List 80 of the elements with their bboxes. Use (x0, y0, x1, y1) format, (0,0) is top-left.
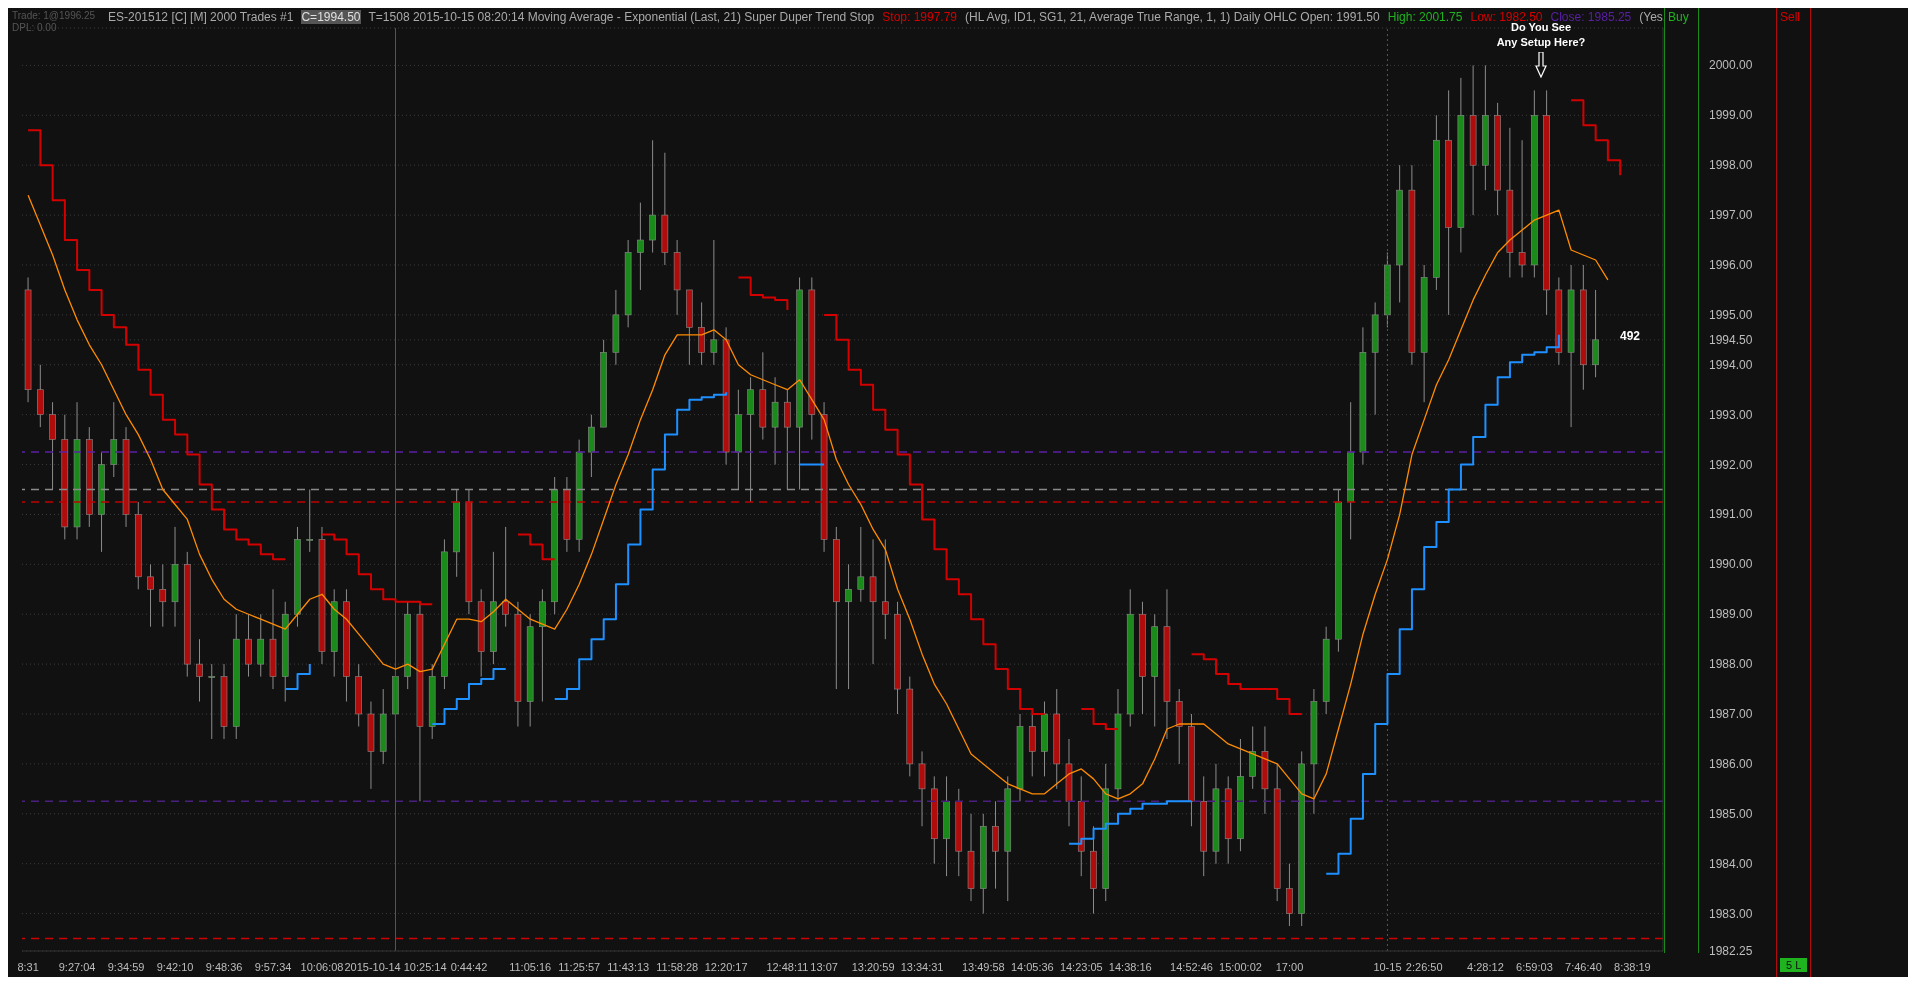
x-tick-label: 13:07 (810, 961, 838, 973)
y-tick-label: 1983.00 (1709, 906, 1753, 921)
text: Buy (1668, 10, 1689, 24)
candlestick (1518, 139, 1526, 278)
y-tick-label: 1998.00 (1709, 158, 1753, 173)
x-tick-label: 8:31 (17, 961, 39, 973)
y-tick-label: 2000.00 (1709, 58, 1753, 73)
y-tick-label: 1990.00 (1709, 557, 1753, 572)
candlestick (845, 563, 852, 690)
x-tick-label: 9:48:36 (205, 961, 243, 973)
y-tick-label: 1991.00 (1709, 507, 1753, 522)
annotation: 492 (1620, 329, 1641, 343)
x-tick-label: 10:06:08 (300, 961, 344, 973)
x-tick-label: 13:34:31 (900, 961, 944, 973)
x-tick-label: 2:26:50 (1405, 961, 1443, 973)
x-tick-label: 9:42:10 (156, 961, 194, 973)
candlestick (637, 202, 644, 291)
x-tick-label: 8:38:19 (1614, 961, 1651, 973)
x-tick-label: 2015-10-14 10:25:14 (344, 961, 447, 973)
y-tick-label: 1989.00 (1709, 607, 1753, 622)
x-tick-label: 13:20:59 (851, 961, 895, 973)
line-series (27, 194, 1609, 800)
candlestick (208, 663, 216, 740)
candlestick (882, 538, 889, 640)
x-tick-label: 10-15 (1373, 961, 1402, 973)
x-tick-label: 9:57:34 (254, 961, 292, 973)
candlestick (196, 638, 203, 703)
text: T=1508 2015-10-15 08:20:14 Moving Average - Exponential (Last, 21) Super Duper Trend Stop (368, 10, 875, 24)
y-tick-label: 1992.00 (1709, 457, 1753, 472)
x-tick-label: 15:00:02 (1219, 961, 1262, 973)
text: High: 2001.75 (1387, 10, 1463, 24)
y-tick-label: 1994.00 (1709, 357, 1753, 372)
text: Sell (1780, 10, 1801, 24)
x-tick-label: 11:25:57 (558, 961, 601, 973)
x-tick-label: 0:44:42 (450, 961, 488, 973)
y-tick-label: 1999.00 (1709, 108, 1753, 123)
x-tick-label: 6:59:03 (1516, 961, 1553, 973)
y-tick-label: 1985.00 (1709, 806, 1753, 821)
annotation: Do You See Any Setup Here? (1495, 21, 1587, 50)
y-tick-label: 1986.00 (1709, 756, 1753, 771)
candlestick (710, 239, 718, 366)
y-tick-label: 1995.00 (1709, 307, 1753, 322)
y-tick-label: 1984.00 (1709, 856, 1753, 871)
text: Close: 1985.25 (1550, 10, 1632, 24)
x-tick-label: 14:52:46 (1170, 961, 1213, 973)
text: 5 L (1780, 958, 1808, 972)
y-tick-label: 1996.00 (1709, 257, 1753, 272)
x-tick-label: 14:38:16 (1108, 961, 1152, 973)
candlestick (159, 563, 167, 628)
x-tick-label: 17:00 (1275, 961, 1304, 973)
x-tick-label: 12:20:17 (704, 961, 748, 973)
x-tick-label: 9:34:59 (107, 961, 145, 973)
text: (Yes, (1639, 10, 1667, 24)
x-tick-label: 11:05:16 (509, 961, 552, 973)
candlestick (857, 526, 865, 603)
y-tick-label: 1982.25 (1709, 944, 1753, 958)
y-tick-label: 1994.50 (1709, 332, 1753, 347)
x-tick-label: 9:27:04 (58, 961, 96, 973)
y-tick-label: 1993.00 (1709, 407, 1753, 422)
x-tick-label: 11:58:28 (656, 961, 699, 973)
x-tick-label: 14:05:36 (1010, 961, 1054, 973)
text: ES-201512 [C] [M] 2000 Trades #1 (108, 10, 294, 24)
y-tick-label: 1997.00 (1709, 208, 1753, 223)
y-tick-label: 1987.00 (1709, 707, 1753, 722)
x-tick-label: 11:43:13 (607, 961, 650, 973)
annotation: DPL: 0.00 (12, 22, 57, 33)
candlestick (147, 563, 154, 628)
candlestick (306, 489, 314, 553)
text: (HL Avg, ID1, SG1, 21, Average True Range, 1, 1) Daily OHLC Open: 1991.50 (965, 10, 1380, 24)
x-tick-label: 13:49:58 (961, 961, 1005, 973)
text: Low: 1982.50 (1470, 10, 1543, 24)
text: Stop: 1997.79 (882, 10, 958, 24)
text: Trade: 1@1996.25 (12, 10, 96, 21)
text: C=1994.50 (301, 10, 361, 24)
y-tick-label: 1988.00 (1709, 657, 1753, 672)
x-tick-label: 7:46:40 (1565, 961, 1602, 973)
x-tick-label: 4:28:12 (1467, 961, 1504, 973)
x-tick-label: 12:48:11 (766, 961, 809, 973)
candlestick (502, 526, 509, 628)
x-tick-label: 14:23:05 (1059, 961, 1103, 973)
